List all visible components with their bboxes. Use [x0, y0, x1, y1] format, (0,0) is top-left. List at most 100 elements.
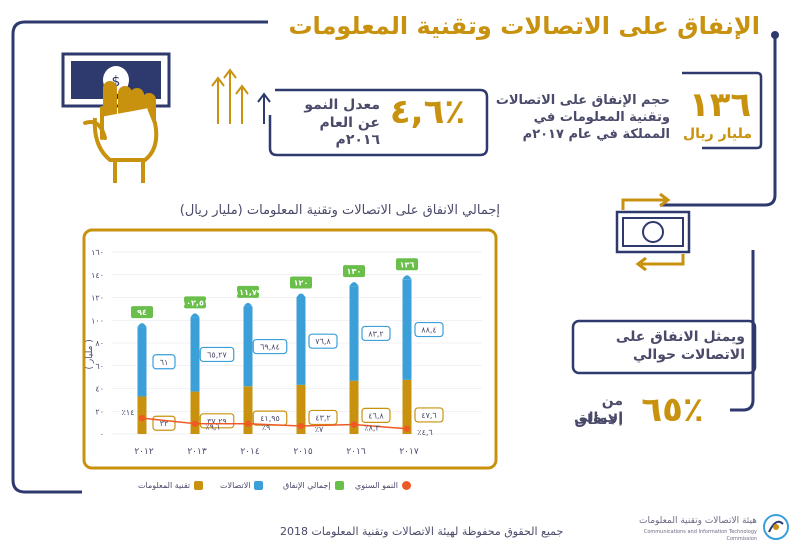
it-label: ٣٧,٢٩ — [207, 417, 227, 426]
share-value: ٦٥٪ — [641, 390, 704, 430]
growth-point — [403, 425, 411, 432]
telecom-label: ٦١ — [160, 358, 169, 367]
x-tick-label: ٢٠١٧ — [399, 447, 419, 457]
x-tick-label: ٢٠١٥ — [293, 447, 313, 457]
legend-total-swatch — [334, 481, 344, 490]
growth-point — [350, 421, 358, 428]
legend-telecom-swatch — [254, 481, 264, 490]
bar-telecom-cap — [349, 282, 359, 287]
y-tick-label: ١٢٠ — [91, 294, 104, 303]
chart-title: إجمالي الانفاق على الاتصالات وتقنية المع… — [179, 203, 500, 218]
growth-label: ٪٩ — [262, 423, 271, 432]
growth-point — [297, 422, 305, 430]
legend-growth: النمو السنوي — [355, 481, 411, 490]
y-tick-label: ١٤٠ — [91, 271, 104, 280]
telecom-label: ٦٥,٢٧ — [207, 350, 227, 359]
commission-logo-icon — [763, 514, 789, 540]
total-label-box — [131, 306, 153, 319]
total-label: ١٢٠ — [294, 279, 309, 288]
y-tick-label: ١٦٠ — [91, 248, 104, 257]
total-unit: مليار ريال — [682, 126, 752, 142]
bar-telecom-cap — [190, 313, 200, 318]
it-label: ٤٣,٢ — [315, 413, 330, 422]
growth-point — [138, 414, 146, 422]
total-label-box — [343, 265, 365, 278]
bar-telecom-cap — [137, 323, 147, 328]
share-box — [571, 319, 757, 375]
bar-telecom — [243, 306, 253, 387]
total-label: ١٣٠ — [347, 267, 362, 276]
logo-arabic: هيئة الاتصالات وتقنية المعلومات — [639, 516, 757, 526]
bar-telecom — [296, 297, 306, 385]
total-label-box — [184, 296, 206, 309]
total-label: ٩٤ — [137, 308, 147, 317]
y-tick-label: ٤٠ — [95, 385, 104, 394]
y-axis-label: ( مليار ) — [85, 339, 95, 369]
bar-telecom-cap — [243, 302, 253, 307]
x-tick-label: ٢٠١٢ — [134, 447, 154, 457]
telecom-label: ٦٩,٨٤ — [260, 343, 280, 352]
share-text-3: من إجمالي — [574, 393, 623, 426]
x-tick-label: ٢٠١٦ — [346, 447, 366, 457]
growth-label: ٪٩,١ — [205, 423, 220, 432]
share-text-1: ويمثل الانفاق على — [615, 329, 745, 345]
legend-total-label: إجمالي الإنفاق — [283, 481, 331, 490]
x-tick-label: ٢٠١٤ — [240, 447, 260, 457]
bar-it — [402, 379, 412, 434]
telecom-label-box — [199, 346, 235, 363]
money-hand-icon: $ — [61, 52, 171, 183]
growth-line — [141, 417, 408, 430]
growth-point — [191, 420, 199, 427]
share-text-2: الاتصالات حوالي — [633, 347, 745, 363]
total-label-box — [396, 258, 418, 271]
total-text-3: المملكة في عام ٢٠١٧م — [522, 127, 670, 142]
total-value: ١٣٦ — [688, 85, 752, 125]
telecom-label-box — [308, 333, 338, 349]
legend-it-swatch — [194, 481, 204, 490]
growth-label: ٪٤,٦ — [417, 428, 432, 437]
svg-text:$: $ — [112, 74, 121, 90]
total-label: ١٠٢,٥١ — [181, 298, 208, 307]
bar-telecom — [137, 327, 147, 397]
telecom-label: ٧٦,٨ — [315, 337, 331, 346]
bar-it — [349, 380, 359, 434]
bar-telecom — [349, 286, 359, 381]
footer-copyright: جميع الحقوق محفوظة لهيئة الاتصالات وتقني… — [280, 525, 564, 538]
bar-it — [243, 386, 253, 434]
bar-telecom-cap — [402, 275, 412, 280]
telecom-label-box — [361, 325, 391, 342]
logo-english: Communications and Information Technolog… — [643, 529, 757, 542]
total-box — [682, 71, 763, 150]
legend-total: إجمالي الإنفاق — [283, 481, 344, 490]
it-label-box — [414, 407, 444, 423]
telecom-label-box — [152, 354, 176, 370]
growth-label: ٪٨,٣ — [364, 424, 380, 433]
bar-it — [190, 391, 200, 434]
legend-it-label: تقنية المعلومات — [138, 481, 191, 490]
x-tick-label: ٢٠١٣ — [187, 447, 207, 457]
total-text-2: وتقنية المعلومات في — [533, 110, 670, 125]
bar-telecom — [402, 279, 412, 380]
total-text-1: حجم الإنفاق على الاتصالات — [495, 93, 670, 108]
growth-text-2: عن العام ٢٠١٦م — [319, 115, 380, 148]
y-tick-label: ٨٠ — [95, 339, 104, 348]
growth-box — [268, 88, 489, 157]
legend-telecom: الاتصالات — [220, 481, 264, 490]
telecom-label-box — [414, 321, 444, 338]
growth-label: ٪١٤ — [122, 408, 135, 417]
commission-logo: هيئة الاتصالات وتقنية المعلومات Communic… — [635, 512, 795, 544]
total-label-box — [290, 276, 312, 289]
total-label: ١٣٦ — [400, 260, 415, 269]
telecom-label: ٨٨,٤ — [421, 326, 436, 335]
y-tick-label: ١٠٠ — [91, 316, 104, 325]
legend-growth-swatch — [401, 481, 411, 490]
y-tick-label: ٦٠ — [95, 362, 104, 371]
legend-it: تقنية المعلومات — [138, 481, 204, 490]
growth-arrows-icon — [211, 68, 271, 124]
bar-telecom — [190, 317, 200, 392]
y-tick-label: ٢٠ — [95, 407, 104, 416]
it-label: ٤١,٩٥ — [260, 414, 280, 423]
growth-label: ٪٧ — [315, 425, 324, 434]
it-label: ٤٧,٦ — [421, 411, 436, 420]
